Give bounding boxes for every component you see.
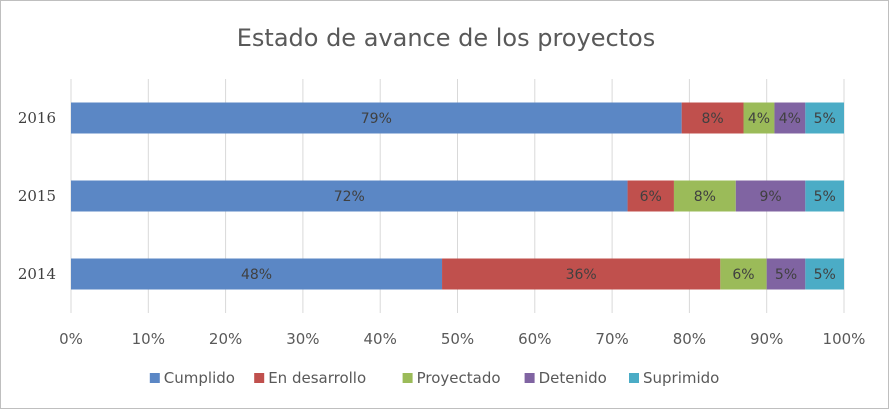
category-label: 2016	[18, 109, 56, 127]
x-axis-ticks: 0% 10% 20% 30% 40% 50% 60% 70% 80% 90% 100%	[59, 330, 865, 348]
data-label: 6%	[732, 267, 754, 283]
legend-label: Cumplido	[164, 369, 235, 387]
legend-swatch	[524, 373, 535, 383]
bar-segment	[442, 258, 721, 290]
data-label: 5%	[814, 267, 836, 283]
bar-segment	[673, 180, 736, 212]
bar-segment	[805, 180, 844, 212]
x-tick-label: 80%	[673, 330, 706, 348]
bar-segment	[71, 258, 443, 290]
data-label: 72%	[334, 189, 365, 205]
x-tick-label: 10%	[132, 330, 165, 348]
chart-title: Estado de avance de los proyectos	[237, 24, 656, 52]
x-tick-label: 30%	[286, 330, 319, 348]
bar-segment	[681, 102, 744, 134]
legend: Cumplido En desarrollo Proyectado Detenido S…	[149, 369, 719, 387]
legend-swatch	[149, 373, 160, 383]
data-label: 6%	[640, 189, 662, 205]
bar-segment	[743, 102, 775, 134]
x-tick-label: 0%	[59, 330, 83, 348]
x-tick-label: 50%	[441, 330, 474, 348]
bar-segment	[766, 258, 806, 290]
legend-label: Detenido	[539, 369, 607, 387]
legend-swatch	[402, 373, 413, 383]
category-label: 2014	[18, 265, 56, 283]
x-tick-label: 60%	[518, 330, 551, 348]
x-tick-label: 100%	[823, 330, 866, 348]
data-label: 5%	[775, 267, 797, 283]
bar-segment	[735, 180, 806, 212]
data-label: 5%	[814, 111, 836, 127]
data-label: 36%	[566, 267, 597, 283]
x-tick-label: 40%	[364, 330, 397, 348]
data-label: 8%	[694, 189, 716, 205]
bar-segment	[774, 102, 806, 134]
data-label: 5%	[814, 189, 836, 205]
bar-segment	[805, 102, 844, 134]
legend-label: En desarrollo	[268, 369, 366, 387]
x-tick-label: 20%	[209, 330, 242, 348]
bar-segment	[627, 180, 674, 212]
bar-segment	[71, 180, 628, 212]
x-tick-label: 90%	[750, 330, 783, 348]
x-tick-label: 70%	[595, 330, 628, 348]
legend-swatch	[629, 373, 639, 383]
data-label: 79%	[361, 111, 392, 127]
bar-segment	[805, 258, 844, 290]
category-label: 2015	[18, 187, 56, 205]
bar-segment	[71, 102, 682, 134]
bar-segment	[720, 258, 767, 290]
legend-swatch	[254, 373, 265, 383]
category-labels: 2016 2015 2014	[18, 109, 56, 283]
legend-label: Proyectado	[417, 369, 501, 387]
data-label: 8%	[701, 111, 723, 127]
data-label: 9%	[759, 189, 781, 205]
legend-label: Suprimido	[643, 369, 719, 387]
data-label: 48%	[241, 267, 272, 283]
data-label: 4%	[779, 111, 801, 127]
bars: 79% 8% 4% 4% 5% 72% 6% 8% 9% 5% 48% 36% 6% 5% 5%	[71, 102, 844, 290]
data-label: 4%	[748, 111, 770, 127]
